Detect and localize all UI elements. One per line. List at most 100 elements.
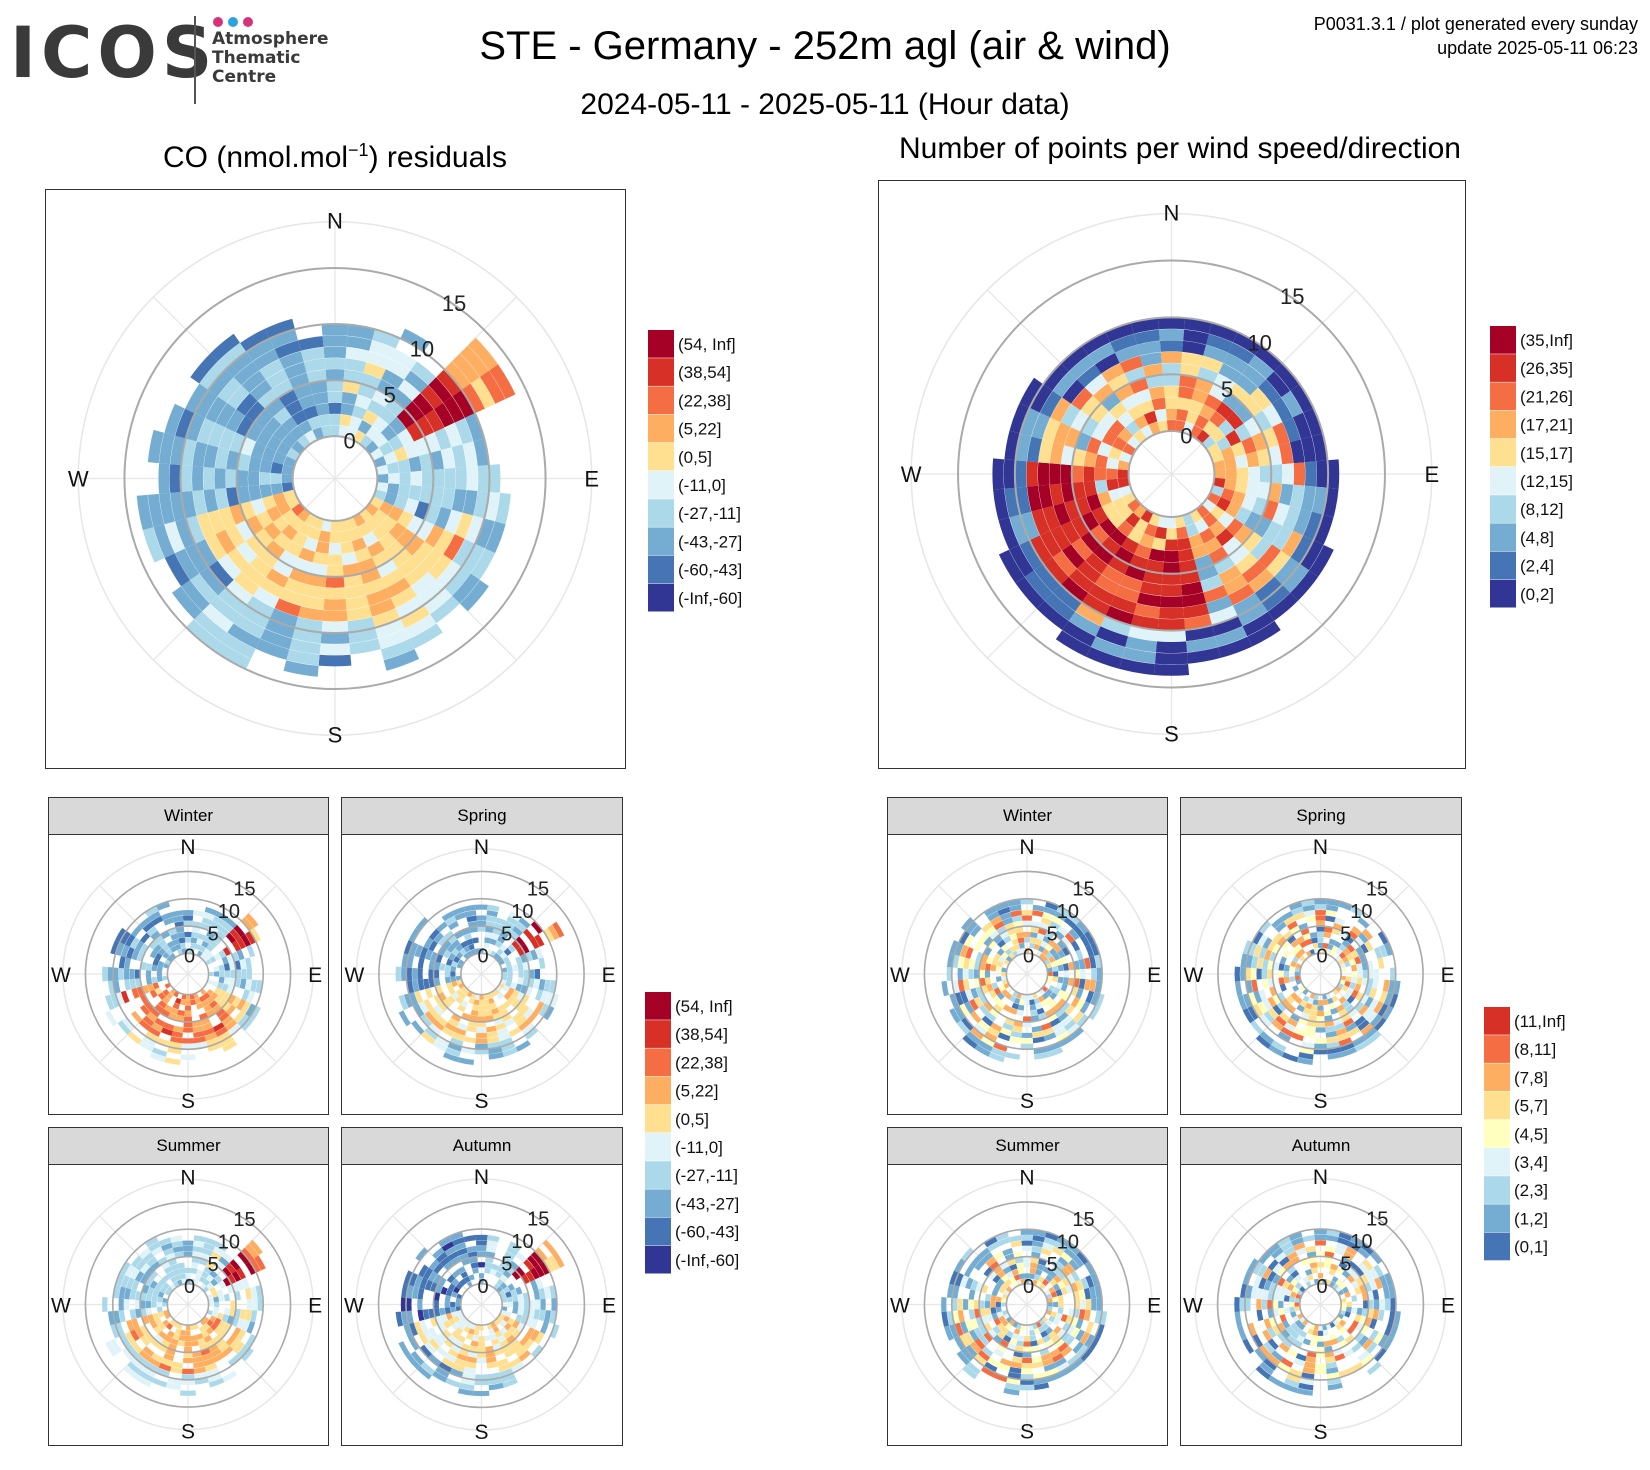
rose-cell [1089,956,1097,969]
rose-cell [371,389,392,408]
rose-cell [463,1036,476,1044]
rose-cell [1316,1347,1325,1353]
rose-cell [992,1274,1001,1284]
rose-cell [973,1299,980,1310]
speed-ring [166,952,210,996]
rose-cell [154,952,163,961]
rose-cell [1217,636,1252,658]
rose-cell [1085,373,1108,396]
rose-cell [208,971,214,977]
rose-cell [309,562,328,577]
rose-cell [397,556,421,578]
rose-cell [1182,512,1195,527]
rose-cell [1235,479,1248,494]
rose-cell [388,435,404,452]
legend-swatch [645,1189,671,1218]
rose-cell [1154,526,1167,540]
legend-label: (5,22] [675,1082,718,1101]
rose-cell [986,983,994,992]
rose-cell [386,577,411,598]
rose-cell [291,531,308,548]
rose-cell [488,464,501,493]
rose-cell [1242,395,1263,417]
rose-cell [396,409,416,429]
rose-cell [409,992,419,1006]
rose-cell [552,921,565,938]
rose-cell [129,1309,137,1320]
rose-cell [226,352,253,378]
rose-cell [210,1251,222,1261]
rose-cell [136,951,145,962]
rose-cell [166,1330,175,1338]
compass-label-e: E [584,467,599,492]
rose-cell [386,461,400,474]
rose-cell [1077,364,1102,388]
rose-cell [1269,986,1277,997]
rose-cell [397,428,414,447]
rose-cell [1322,999,1329,1006]
rose-cell [459,1253,469,1261]
rose-cell [110,1324,120,1339]
rose-cell [1350,1280,1359,1289]
rose-cell [996,1311,1004,1318]
rose-cell [185,948,191,954]
rose-cell [452,539,475,567]
rose-cell [1079,1001,1090,1014]
rose-cell [1282,1260,1293,1271]
rose-grid [62,848,314,1100]
rose-cell [1068,1308,1075,1317]
rose-cell [466,1025,477,1033]
rose-cell [1344,960,1351,968]
compass-label-s: S [181,1090,195,1113]
rose-cell [460,1377,475,1385]
rose-cell [1022,1346,1032,1353]
speed-ring [1005,1283,1049,1326]
rose-cell [134,940,145,952]
rose-cell [1078,978,1086,990]
speed-ring [978,1255,1076,1354]
compass-label-n: N [1019,836,1034,859]
rose-cell [1335,1323,1343,1331]
rose-cell [970,1027,984,1040]
rose-cell [1050,525,1072,551]
rose-cell [390,586,417,609]
rose-cell [1004,1323,1012,1331]
rose-cell [1020,1368,1034,1374]
rose-cell [1023,1335,1031,1342]
rose-cell [507,971,513,977]
rose-cell [196,418,216,445]
rose-cell [433,1262,444,1274]
rose-cell [203,1242,216,1252]
rose-cell [489,1333,498,1341]
rose-cell [170,945,177,953]
legend-swatch [1484,1176,1510,1204]
rose-cell [529,949,539,961]
rose-cell [1303,511,1323,541]
rose-cell [165,1253,176,1261]
rose-cell [1143,410,1158,425]
rose-cell [249,927,261,943]
rose-cell [1080,1299,1086,1310]
rose-cell [1237,1325,1248,1341]
rose-cell [1034,1382,1050,1391]
rose-cell [110,1338,122,1354]
rose-cell [403,1324,413,1339]
rose-cell [329,414,341,426]
rose-cell [1214,469,1226,479]
rose-cell [181,580,210,612]
rose-cell [192,466,204,491]
legend-swatch [648,499,674,527]
rose-cell [1180,363,1201,378]
rose-cell [139,1274,149,1285]
rose-cell [249,1258,261,1273]
rose-cell [1300,485,1316,512]
rose-cell [1115,345,1140,363]
rose-cell [206,930,216,940]
rose-cell [146,1307,153,1316]
rose-cell [973,940,984,952]
rose-cell [1186,636,1218,653]
rose-cell [957,1310,965,1323]
rose-cell [489,1268,498,1276]
rose-cell [233,1010,245,1024]
